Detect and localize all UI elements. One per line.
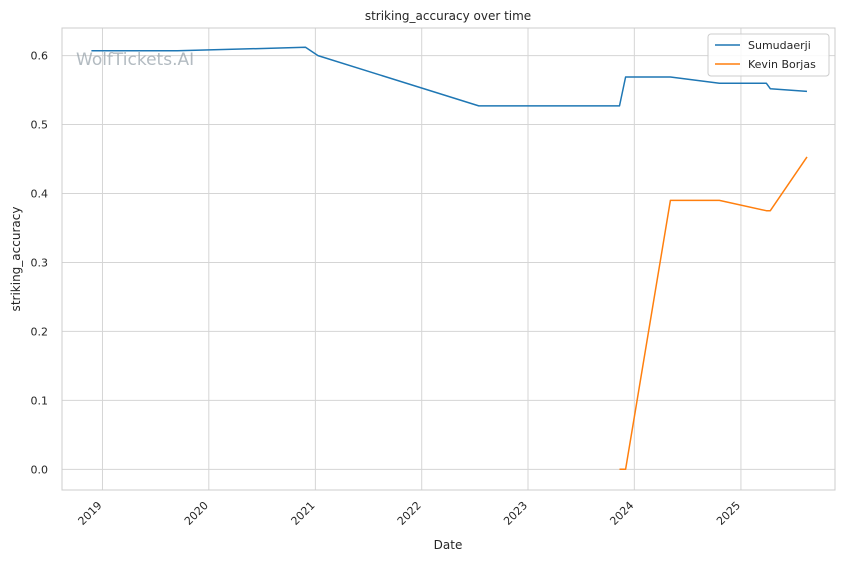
y-tick-label: 0.3 xyxy=(31,256,49,269)
series-line-kevin-borjas xyxy=(619,156,808,471)
series-line-sumudaerji xyxy=(91,46,808,107)
x-axis-title: Date xyxy=(434,538,463,552)
series-layer xyxy=(91,46,808,471)
plot-frame xyxy=(61,27,836,491)
chart-title: striking_accuracy over time xyxy=(365,9,531,23)
y-axis: 0.0 0.1 0.2 0.3 0.4 0.5 0.6 xyxy=(31,50,49,477)
watermark-text: WolfTickets.AI xyxy=(76,50,194,70)
y-axis-title: striking_accuracy xyxy=(9,207,23,312)
y-tick-label: 0.6 xyxy=(31,50,49,63)
y-tick-label: 0.1 xyxy=(31,394,49,407)
y-tick-label: 0.5 xyxy=(31,119,49,132)
y-tick-label: 0.0 xyxy=(31,463,49,476)
y-tick-label: 0.2 xyxy=(31,325,49,338)
grid xyxy=(62,28,835,490)
legend: Sumudaerji Kevin Borjas xyxy=(707,33,830,77)
y-tick-label: 0.4 xyxy=(31,187,49,200)
legend-label: Sumudaerji xyxy=(748,39,811,52)
legend-label: Kevin Borjas xyxy=(748,58,816,71)
